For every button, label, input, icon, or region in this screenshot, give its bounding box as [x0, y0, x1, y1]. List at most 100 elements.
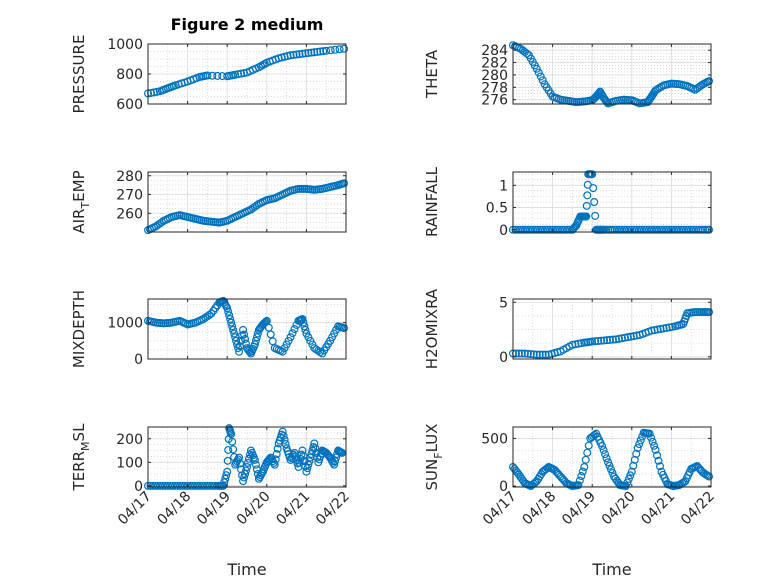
y-axis-label: AIRTEMP [70, 170, 92, 233]
data-point [146, 481, 155, 490]
y-axis-label: RAINFALL [423, 166, 441, 237]
y-tick-label: 1 [499, 178, 508, 194]
x-tick-label: 04/19 [194, 489, 234, 529]
data-point [662, 225, 671, 234]
data-point [677, 225, 686, 234]
data-point [230, 329, 239, 338]
data-point [301, 49, 310, 58]
data-point [650, 441, 659, 450]
data-point [664, 225, 673, 234]
data-point [543, 464, 552, 473]
data-point [625, 225, 634, 234]
data-series [144, 424, 347, 490]
y-tick-label: 278 [481, 80, 508, 96]
data-point [227, 430, 236, 439]
axes-box [512, 426, 712, 488]
data-point [601, 450, 610, 459]
data-point [313, 47, 322, 56]
data-point [149, 88, 158, 97]
y-tick-label: 280 [116, 169, 143, 185]
data-point [314, 346, 323, 355]
data-point [152, 87, 161, 96]
data-point [556, 225, 565, 234]
axes-box [147, 171, 347, 233]
data-point [533, 225, 542, 234]
data-point [251, 336, 260, 345]
y-axis-label: TERRMSL [70, 423, 92, 492]
data-point [689, 225, 698, 234]
data-point [526, 350, 535, 359]
data-point [626, 471, 635, 480]
x-tick-label: 04/22 [313, 489, 353, 529]
data-point [299, 318, 308, 327]
y-tick-label: 280 [481, 68, 508, 84]
data-point [240, 473, 249, 482]
data-point [617, 334, 626, 343]
data-point [623, 478, 632, 487]
data-point [674, 225, 683, 234]
data-point [627, 225, 636, 234]
data-point [199, 315, 208, 324]
data-point [541, 350, 550, 359]
y-tick-label: 282 [481, 56, 508, 72]
data-point [659, 324, 668, 333]
data-point [301, 325, 310, 334]
data-point [235, 453, 244, 462]
x-tick-label: 04/21 [273, 489, 313, 529]
data-point [243, 458, 252, 467]
data-point [640, 225, 649, 234]
data-point [581, 455, 590, 464]
data-point [659, 225, 668, 234]
data-point [589, 184, 598, 193]
data-point [232, 336, 241, 345]
data-point [203, 71, 212, 80]
data-point [514, 349, 523, 358]
data-point [662, 323, 671, 332]
data-point [536, 72, 545, 81]
data-point [213, 71, 222, 80]
data-point [302, 467, 311, 476]
data-point [221, 474, 230, 483]
data-point [298, 315, 307, 324]
data-point [648, 437, 657, 446]
data-point [577, 472, 586, 481]
data-point [522, 49, 531, 58]
data-point [252, 201, 261, 210]
data-point [227, 318, 236, 327]
data-point [584, 441, 593, 450]
data-point [236, 459, 245, 468]
data-point [532, 350, 541, 359]
data-point [253, 329, 262, 338]
data-point [653, 325, 662, 334]
data-point [178, 481, 187, 490]
data-series [144, 44, 349, 98]
y-tick-label: 0.5 [486, 201, 508, 217]
data-point [183, 481, 192, 490]
data-point [538, 76, 547, 85]
data-point [608, 335, 617, 344]
data-point [599, 446, 608, 455]
data-point [582, 212, 591, 221]
data-point [679, 225, 688, 234]
data-point [223, 304, 232, 313]
data-point [286, 51, 295, 60]
data-point [598, 442, 607, 451]
data-point [621, 482, 630, 491]
x-axis-label: Time [591, 560, 631, 579]
data-point [310, 344, 319, 353]
subplot-4: 0 0.5 1 RAINFALL [423, 166, 714, 239]
data-point [311, 444, 320, 453]
data-point [173, 481, 182, 490]
y-tick-label: 600 [116, 97, 143, 113]
data-point [667, 225, 676, 234]
data-point [511, 225, 520, 234]
data-point [289, 50, 298, 59]
data-point [239, 325, 248, 334]
data-point [650, 225, 659, 234]
data-point [310, 439, 319, 448]
data-point [626, 332, 635, 341]
data-point [672, 225, 681, 234]
data-point [622, 225, 631, 234]
y-tick-label: 200 [116, 432, 143, 448]
